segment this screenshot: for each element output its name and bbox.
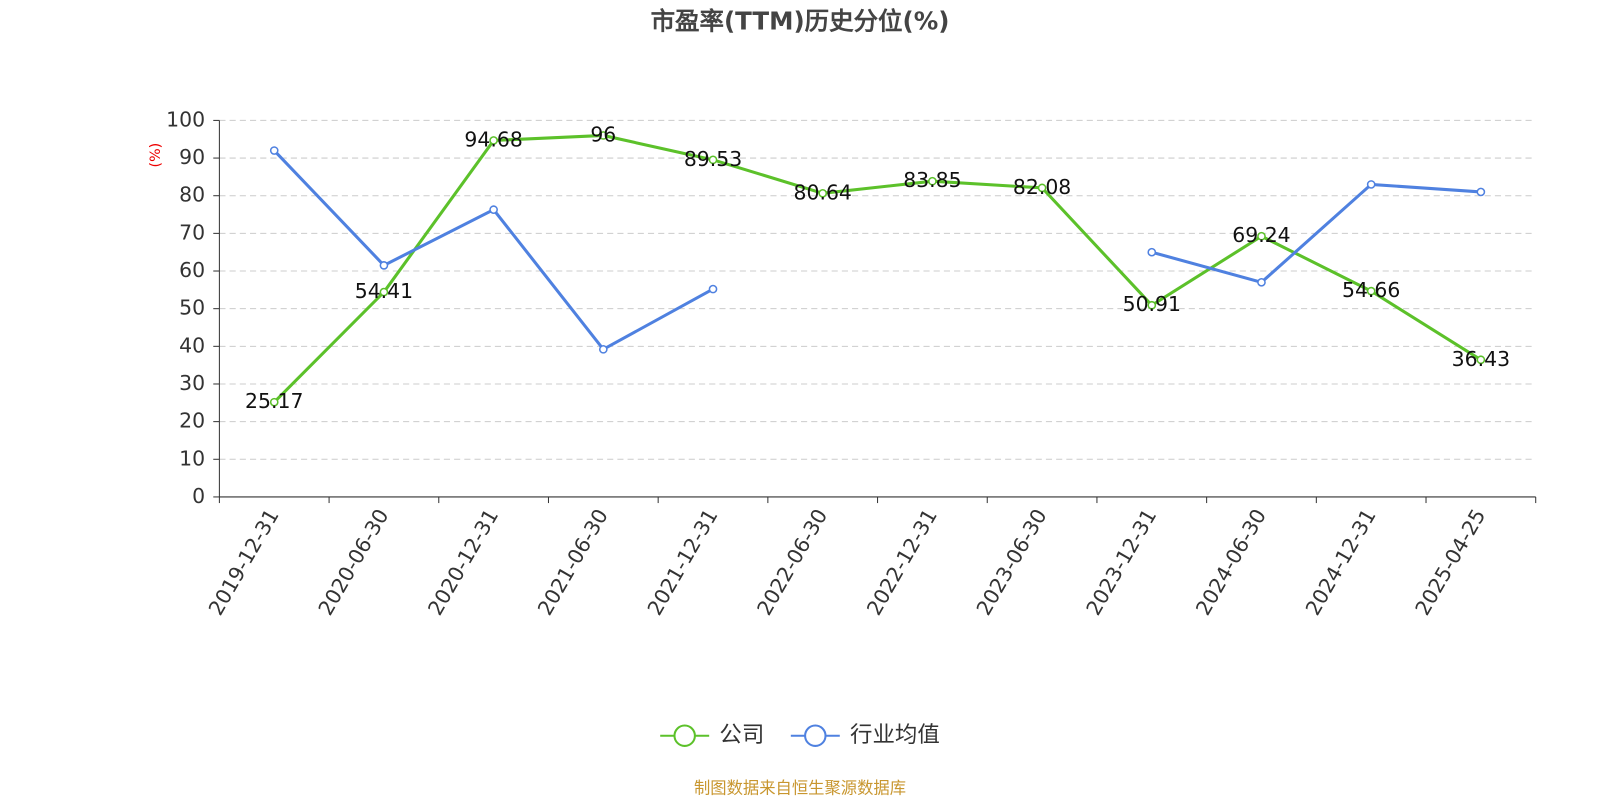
point (708, 155, 718, 165)
y-tick-label: 40 (179, 333, 205, 357)
y-tick-label: 50 (179, 296, 205, 320)
data-label: 82.08 (1013, 175, 1071, 199)
data-label: 94.68 (464, 127, 522, 151)
x-tick-label: 2020-12-31 (423, 505, 503, 620)
data-label: 89.53 (684, 147, 742, 171)
data-label: 25.17 (245, 389, 303, 413)
point (1257, 277, 1266, 287)
y-tick-label: 100 (166, 107, 205, 131)
y-tick-label: 10 (179, 446, 205, 470)
x-tick-label: 2021-12-31 (642, 505, 722, 620)
point (818, 188, 828, 198)
legend-marker (673, 724, 696, 747)
point (1147, 300, 1157, 310)
point (598, 131, 608, 140)
chart-title: 市盈率(TTM)历史分位(%) (651, 6, 950, 35)
data-label: 36.43 (1452, 347, 1510, 371)
data-label: 96 (590, 122, 616, 146)
point (269, 146, 279, 155)
point (489, 205, 498, 214)
legend-label: 公司 (719, 722, 764, 748)
point (1366, 286, 1376, 296)
point (1257, 231, 1266, 241)
x-tick-label: 2023-06-30 (972, 505, 1052, 620)
data-label: 54.41 (355, 279, 413, 303)
y-tick-label: 70 (179, 220, 205, 244)
point (379, 261, 389, 270)
legend-label: 行业均值 (850, 722, 940, 748)
x-tick-label: 2021-06-30 (533, 505, 613, 620)
y-tick-label: 0 (192, 484, 205, 508)
x-tick-label: 2022-06-30 (752, 505, 832, 620)
point (1147, 247, 1157, 257)
point (598, 345, 608, 354)
data-label: 83.85 (903, 168, 961, 192)
point (269, 397, 279, 407)
x-tick-label: 2023-12-31 (1081, 505, 1161, 620)
series-line (273, 133, 1482, 404)
source-note: 制图数据来自恒生聚源数据库 (694, 778, 906, 797)
legend-marker (804, 724, 827, 747)
point (708, 284, 718, 294)
point (1037, 183, 1047, 193)
point (928, 176, 937, 186)
y-tick-label: 20 (179, 409, 205, 433)
data-label: 69.24 (1232, 223, 1290, 247)
data-label: 54.66 (1342, 278, 1400, 302)
y-tick-label: 90 (179, 145, 205, 169)
y-axis-label: (%) (148, 143, 164, 168)
x-tick-label: 2019-12-31 (204, 505, 284, 620)
x-tick-label: 2024-12-31 (1301, 505, 1381, 620)
point (1476, 355, 1486, 365)
data-label: 80.64 (794, 180, 852, 204)
x-tick-label: 2022-12-31 (862, 505, 942, 620)
point (1476, 187, 1486, 197)
data-label: 50.91 (1123, 292, 1181, 316)
x-tick-label: 2020-06-30 (313, 505, 393, 620)
point (379, 287, 389, 297)
point (1366, 180, 1376, 189)
y-tick-label: 80 (179, 183, 205, 207)
y-tick-label: 60 (179, 258, 205, 282)
x-tick-label: 2024-06-30 (1191, 505, 1271, 620)
y-tick-label: 30 (179, 371, 205, 395)
x-tick-label: 2025-04-25 (1410, 505, 1490, 620)
series-line (273, 149, 1481, 352)
point (489, 136, 498, 145)
